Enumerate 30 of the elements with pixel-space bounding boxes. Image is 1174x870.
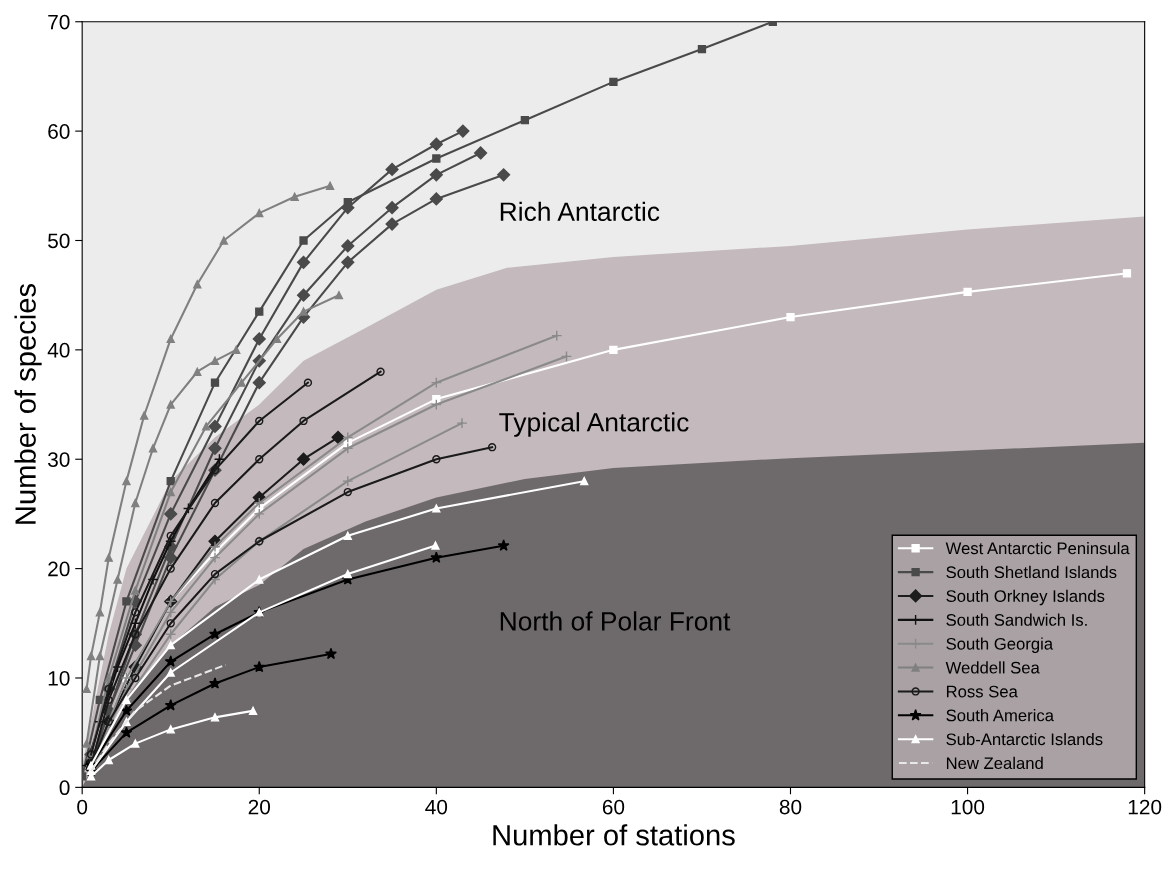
legend-label: West Antarctic Peninsula (945, 541, 1130, 555)
legend-label: South Georgia (946, 637, 1054, 653)
x-tick-label: 100 (951, 799, 985, 815)
y-tick-label: 30 (48, 452, 70, 467)
x-tick-label: 40 (425, 799, 448, 815)
x-tick-label: 60 (602, 799, 625, 815)
annotation: North of Polar Front (500, 611, 731, 631)
legend-label: Weddell Sea (945, 661, 1040, 674)
annotation: Typical Antarctic (499, 412, 689, 437)
y-axis-title: Number of species (14, 284, 42, 524)
legend-label: South Orkney Islands (946, 589, 1105, 606)
y-tick-label: 20 (48, 561, 70, 577)
legend-label: South Shetland Islands (946, 565, 1117, 579)
x-tick-label: 80 (779, 799, 802, 815)
annotation: Rich Antarctic (500, 201, 660, 222)
legend-label: Ross Sea (946, 685, 1018, 698)
y-tick-label: 50 (48, 233, 70, 249)
legend-label: South Sandwich Is. (946, 613, 1087, 626)
y-tick-label: 10 (48, 670, 70, 686)
x-tick-label: 0 (77, 799, 88, 815)
x-tick-label: 20 (248, 799, 271, 815)
y-tick-label: 70 (48, 14, 70, 30)
x-tick-label: 120 (1128, 799, 1162, 815)
legend-label: Sub-Antarctic Islands (946, 732, 1103, 746)
y-tick-label: 60 (48, 124, 70, 139)
legend-label: New Zealand (946, 756, 1043, 770)
legend-label: South America (946, 709, 1054, 722)
y-tick-label: 40 (47, 342, 70, 358)
y-tick-label: 0 (59, 780, 70, 796)
x-axis-title: Number of stations (493, 824, 735, 846)
